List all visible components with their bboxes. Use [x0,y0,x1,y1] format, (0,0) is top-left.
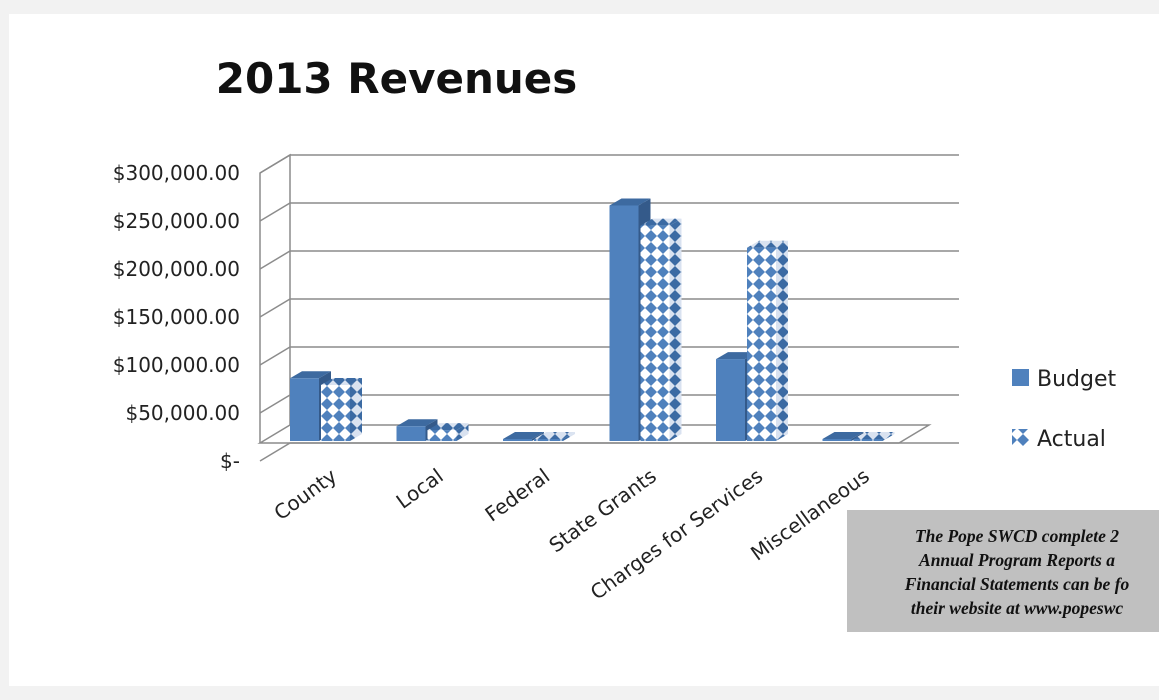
bar-actual [853,432,895,441]
legend-label-actual: Actual [1037,427,1106,452]
bar-top [716,352,757,360]
bar-side [563,432,575,441]
y-tick-label: $150,000.00 [113,305,240,329]
note-box: The Pope SWCD complete 2 Annual Program … [847,510,1159,632]
y-tick-label: $300,000.00 [113,161,240,185]
bar-actual [747,240,788,441]
chart-title: 2013 Revenues [215,54,578,103]
bar-top [503,432,544,439]
bar-top [534,432,575,439]
bar-top [427,423,469,431]
gridline [259,298,959,318]
note-line: The Pope SWCD complete 2 [914,526,1120,546]
gridline [259,202,959,222]
y-tick-label: $250,000.00 [113,209,240,233]
bar-top [609,198,651,206]
bar-top [822,432,864,439]
bar-front [640,225,670,441]
bar-front [747,247,776,441]
gridline [259,250,959,270]
y-tick-label: $100,000.00 [113,353,240,377]
chart-area: $- $50,000.00 $100,000.00 $150,000.00 $200,0… [9,14,1159,686]
gridline [259,442,959,462]
bar-actual [640,218,682,441]
bar-top [853,432,895,439]
bar-front [534,439,563,441]
bar-top [640,218,682,226]
bar-front [609,205,639,441]
legend-swatch-actual [1012,429,1029,446]
bar-side [456,423,469,441]
bar-side [882,432,895,441]
bar-front [290,378,319,441]
legend-swatch-budget [1012,369,1029,386]
legend-label-budget: Budget [1037,367,1117,392]
bar-front [716,359,745,441]
gridline [259,346,959,366]
bar-side [350,378,362,441]
bar-actual [534,432,575,441]
bar-front [822,439,852,441]
bar-front [321,385,350,441]
bar-front [503,439,532,441]
y-tick-label: $200,000.00 [113,257,240,281]
gridline [259,154,959,174]
chart-left-wall [259,153,291,443]
note-line: their website at www.popeswc [910,598,1124,618]
x-tick-label: County [269,464,341,525]
note-line: Financial Statements can be fo [904,574,1130,594]
bar-top [747,240,788,248]
bar-side [776,240,788,441]
bar-actual [321,378,362,441]
bar-front [853,439,883,441]
bar-front [396,426,426,441]
note-line: Annual Program Reports a [919,550,1115,570]
revenue-chart: $- $50,000.00 $100,000.00 $150,000.00 $200,0… [113,153,1117,605]
bar-top [290,371,331,379]
y-tick-label: $- [220,449,240,473]
x-tick-label: Charges for Services [586,464,767,605]
y-tick-label: $50,000.00 [125,401,240,425]
bar-side [669,218,682,441]
bar-top [396,419,438,427]
bar-front [427,430,457,441]
bar-actual [427,423,469,441]
x-tick-label: Local [392,464,448,514]
x-tick-label: Federal [480,464,554,527]
bar-top [321,378,362,385]
